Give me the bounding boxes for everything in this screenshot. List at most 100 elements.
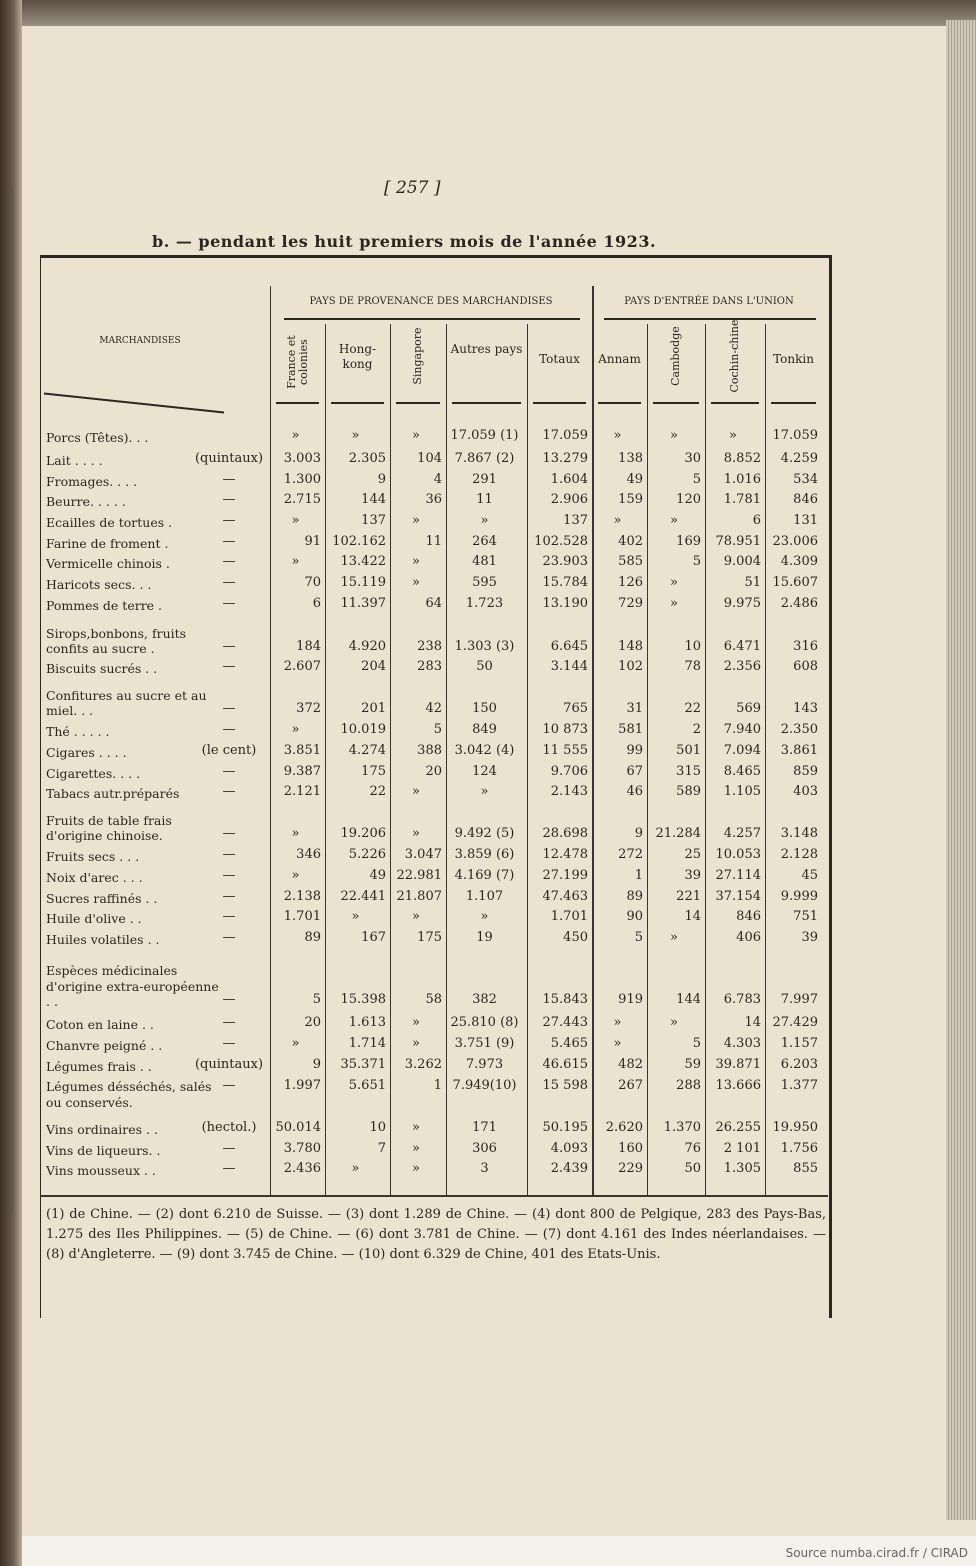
table-cell: 15.398 xyxy=(340,992,387,1007)
table-cell: 2.356 xyxy=(723,659,761,674)
table-row: Cigares . . . . (le cent) 3.851 4.274 388 3.0… xyxy=(40,743,828,763)
table-cell: 6 xyxy=(312,596,321,611)
table-row: Vins de liqueurs. . — 3.780 7 » 306 4.093 160 76… xyxy=(40,1141,828,1161)
table-cell: 481 xyxy=(472,554,497,569)
table-title: b. — pendant les huit premiers mois de l… xyxy=(152,232,657,251)
table-cell: 6.783 xyxy=(723,992,761,1007)
table-cell: 51 xyxy=(744,575,761,590)
table-cell: 10 873 xyxy=(542,722,589,737)
row-unit: — xyxy=(222,1015,236,1030)
table-row: Noix d'arec . . . — » 49 22.981 4.169 (7) 27.1… xyxy=(40,868,828,888)
table-cell: 15 598 xyxy=(542,1078,589,1093)
table-cell: 3.780 xyxy=(283,1141,321,1156)
table-cell: 58 xyxy=(425,992,442,1007)
table-cell: 2 xyxy=(692,722,701,737)
table-cell: 2.486 xyxy=(780,596,818,611)
table-cell: 39 xyxy=(684,868,701,883)
row-unit: (quintaux) xyxy=(194,451,264,466)
table-cell: 17.059 xyxy=(542,428,589,443)
table-cell: 148 xyxy=(618,639,643,654)
table-cell: 13.190 xyxy=(542,596,589,611)
row-unit: — xyxy=(222,1078,236,1093)
table-cell: 21.807 xyxy=(396,889,443,904)
table-cell: » xyxy=(670,930,678,945)
table-cell: 5.651 xyxy=(348,1078,386,1093)
table-cell: 22 xyxy=(369,784,386,799)
table-cell: 4.309 xyxy=(780,554,818,569)
table-cell: 9.387 xyxy=(283,764,321,779)
column-rule xyxy=(653,402,699,404)
table-cell: 124 xyxy=(472,764,497,779)
row-label: Chanvre peigné . . xyxy=(46,1038,163,1054)
row-label: Coton en laine . . xyxy=(46,1017,154,1033)
table-cell: » xyxy=(480,784,489,799)
table-cell: 4.257 xyxy=(723,826,761,841)
table-cell: 855 xyxy=(793,1161,818,1176)
table-cell: 91 xyxy=(304,534,321,549)
table-cell: 159 xyxy=(618,492,643,507)
table-cell: 3.751 (9) xyxy=(454,1036,515,1051)
row-label: Biscuits sucrés . . xyxy=(46,661,158,677)
table-cell: 15.607 xyxy=(772,575,819,590)
table-cell: » xyxy=(412,1036,420,1051)
table-cell: 22.441 xyxy=(340,889,387,904)
table-cell: 144 xyxy=(361,492,386,507)
table-cell: 6.471 xyxy=(723,639,761,654)
table-cell: 19.206 xyxy=(340,826,387,841)
row-unit: — xyxy=(222,534,236,549)
table-cell: 137 xyxy=(361,513,386,528)
table-cell: 3 xyxy=(480,1161,489,1176)
table-row: Chanvre peigné . . — » 1.714 » 3.751 (9) 5.465… xyxy=(40,1036,828,1056)
row-label: Lait . . . . xyxy=(46,453,103,469)
table-cell: » xyxy=(291,722,300,737)
table-cell: 3.047 xyxy=(404,847,442,862)
table-cell: 35.371 xyxy=(340,1057,387,1072)
table-cell: 2.138 xyxy=(283,889,321,904)
row-label: Beurre. . . . . xyxy=(46,494,126,510)
column-header: Cochin-chine xyxy=(727,319,741,393)
table-cell: 7.973 xyxy=(465,1057,504,1072)
table-cell: 13.666 xyxy=(715,1078,762,1093)
column-divider xyxy=(647,324,648,1196)
header-group-provenance: PAYS DE PROVENANCE DES MARCHANDISES xyxy=(309,296,553,307)
table-cell: 67 xyxy=(626,764,643,779)
table-cell: 126 xyxy=(618,575,643,590)
table-cell: 2.128 xyxy=(780,847,818,862)
row-label: Porcs (Têtes). . . xyxy=(46,430,149,446)
row-label: Cigarettes. . . . xyxy=(46,766,141,782)
table-cell: 13.279 xyxy=(542,451,589,466)
row-unit: — xyxy=(222,575,236,590)
table-cell: 7.949(10) xyxy=(452,1078,517,1093)
table-cell: 175 xyxy=(361,764,386,779)
table-cell: 4.259 xyxy=(780,451,818,466)
table-cell: 1.370 xyxy=(663,1120,701,1135)
table-cell: 120 xyxy=(676,492,701,507)
row-unit: — xyxy=(222,784,236,799)
table-cell: 1.756 xyxy=(780,1141,818,1156)
row-unit: — xyxy=(222,847,236,862)
table-row: Huiles volatiles . . — 89 167 175 19 450 5 » 406 3… xyxy=(40,930,828,950)
table-cell: 78.951 xyxy=(715,534,762,549)
table-cell: 15.784 xyxy=(542,575,589,590)
column-header: Hong-kong xyxy=(338,342,377,371)
table-cell: » xyxy=(412,428,420,443)
table-cell: 21.284 xyxy=(655,826,702,841)
table-cell: 25.810 (8) xyxy=(450,1015,519,1030)
row-label: Espèces médicinales d'origine extra-euro… xyxy=(46,963,219,1010)
table-cell: 28.698 xyxy=(542,826,589,841)
table-cell: » xyxy=(351,1161,360,1176)
table-row: Haricots secs. . . — 70 15.119 » 595 15.784 126… xyxy=(40,575,828,595)
table-cell: » xyxy=(291,513,300,528)
table-cell: 267 xyxy=(618,1078,643,1093)
row-label: Thé . . . . . xyxy=(46,724,110,740)
table-row: Légumes frais . . (quintaux) 9 35.371 3.262 7… xyxy=(40,1057,828,1077)
footnote-rule xyxy=(40,1195,828,1197)
table-cell: » xyxy=(291,554,300,569)
table-cell: 171 xyxy=(472,1120,497,1135)
table-cell: 90 xyxy=(626,909,643,924)
column-header: Tonkin xyxy=(773,352,814,366)
table-cell: 42 xyxy=(425,701,442,716)
column-rule xyxy=(331,402,384,404)
row-label: Cigares . . . . xyxy=(46,745,127,761)
row-unit: — xyxy=(222,554,236,569)
